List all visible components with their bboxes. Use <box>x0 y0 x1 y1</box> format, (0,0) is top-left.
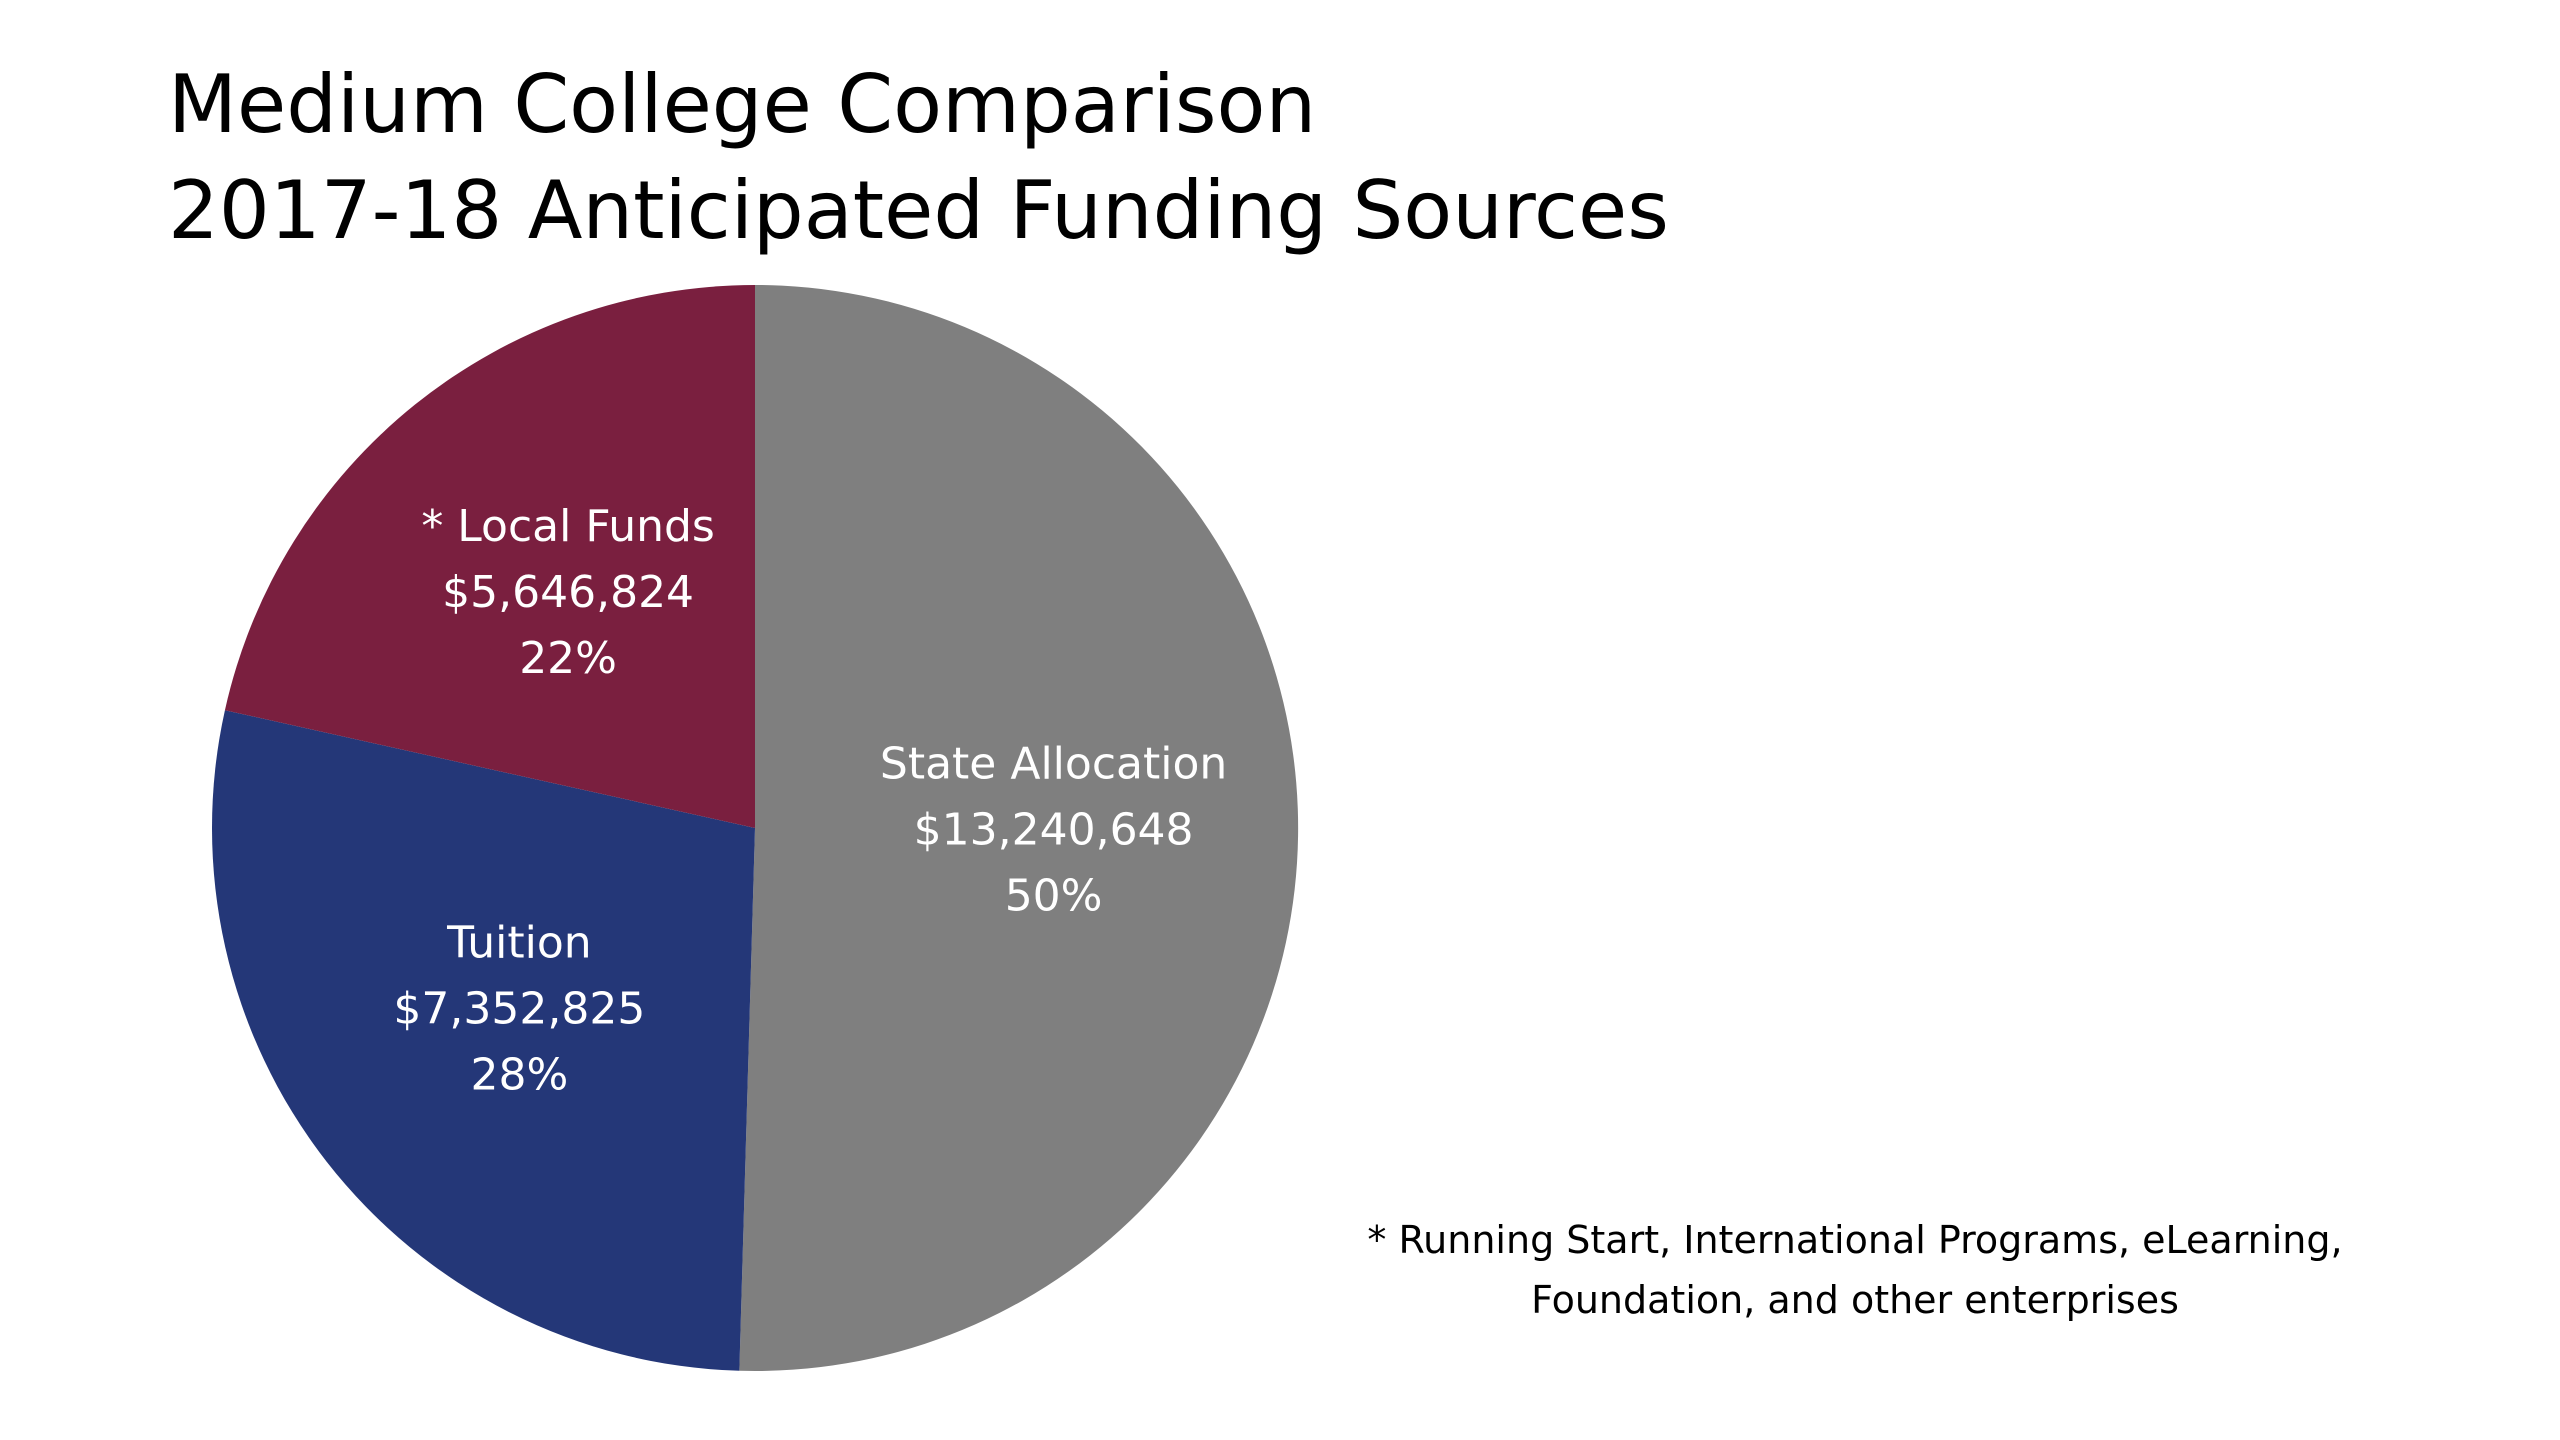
pie-slice-2 <box>224 284 755 828</box>
pie-slices <box>211 284 1299 1371</box>
pie-slice-0 <box>739 285 1299 1371</box>
footnote-line-2: Foundation, and other enterprises <box>1531 1278 2179 1322</box>
slice-label-value-2: $5,646,824 <box>442 567 694 618</box>
footnote: * Running Start, International Programs,… <box>1255 1210 2455 1330</box>
slice-label-percent-1: 28% <box>471 1050 569 1101</box>
slice-label-name-0: State Allocation <box>880 738 1227 789</box>
slice-label-percent-0: 50% <box>1005 870 1103 921</box>
pie-labels: State Allocation $13,240,648 50% Tuition $7,… <box>393 501 1227 1101</box>
pie-slice-1 <box>211 710 755 1371</box>
slice-label-value-1: $7,352,825 <box>393 984 645 1035</box>
chart-title-line-1: Medium College Comparison <box>168 58 1317 151</box>
chart-title-line-2: 2017-18 Anticipated Funding Sources <box>168 164 1669 257</box>
slice-label-name-1: Tuition <box>446 918 592 969</box>
footnote-line-1: * Running Start, International Programs,… <box>1367 1218 2343 1262</box>
slice-label-percent-2: 22% <box>519 633 617 684</box>
chart-title: Medium College Comparison 2017-18 Antici… <box>168 52 2068 264</box>
slice-label-name-2: * Local Funds <box>421 501 715 552</box>
slice-label-value-0: $13,240,648 <box>914 804 1194 855</box>
